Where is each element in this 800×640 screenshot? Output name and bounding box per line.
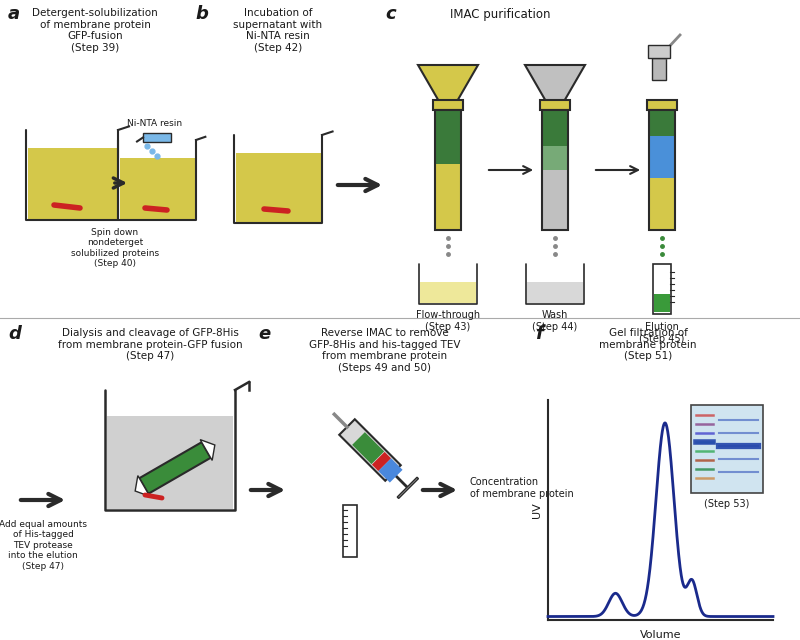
Bar xyxy=(435,110,461,164)
Bar xyxy=(649,110,675,230)
Text: f: f xyxy=(535,325,543,343)
Text: a: a xyxy=(8,5,20,23)
Text: Reverse IMAC to remove
GFP-8His and his-tagged TEV
from membrane protein
(Steps : Reverse IMAC to remove GFP-8His and his-… xyxy=(310,328,461,372)
Bar xyxy=(649,136,675,179)
Text: Incubation of
supernatant with
Ni-NTA resin
(Step 42): Incubation of supernatant with Ni-NTA re… xyxy=(234,8,322,52)
Polygon shape xyxy=(139,442,210,494)
Bar xyxy=(435,110,461,230)
Text: Add equal amounts
of His-tagged
TEV protease
into the elution
(Step 47): Add equal amounts of His-tagged TEV prot… xyxy=(0,520,87,571)
Bar xyxy=(649,179,675,230)
Bar xyxy=(648,45,670,58)
Text: Detergent-solubilization
of membrane protein
GFP-fusion
(Step 39): Detergent-solubilization of membrane pro… xyxy=(32,8,158,52)
Polygon shape xyxy=(352,432,384,464)
Bar xyxy=(647,100,677,110)
Polygon shape xyxy=(398,477,418,499)
Text: Wash
(Step 44): Wash (Step 44) xyxy=(532,310,578,332)
Text: c: c xyxy=(385,5,396,23)
Polygon shape xyxy=(135,476,150,497)
Text: Ni-NTA resin: Ni-NTA resin xyxy=(127,119,182,128)
Bar xyxy=(542,110,568,146)
Polygon shape xyxy=(418,65,478,110)
Bar xyxy=(654,294,670,312)
Bar xyxy=(527,282,583,303)
Polygon shape xyxy=(525,65,585,110)
Polygon shape xyxy=(372,452,391,471)
Polygon shape xyxy=(200,440,215,460)
Bar xyxy=(27,148,117,219)
Text: Volume: Volume xyxy=(640,630,682,640)
Text: IMAC purification: IMAC purification xyxy=(450,8,550,21)
Bar xyxy=(542,110,568,230)
Text: Dialysis and cleavage of GFP-8His
from membrane protein-GFP fusion
(Step 47): Dialysis and cleavage of GFP-8His from m… xyxy=(58,328,242,361)
Text: Concentration
of membrane protein: Concentration of membrane protein xyxy=(470,477,574,499)
Bar xyxy=(343,505,357,557)
Bar xyxy=(652,58,666,80)
Bar xyxy=(420,282,476,303)
Text: (Step 53): (Step 53) xyxy=(704,499,750,509)
Bar xyxy=(119,157,194,219)
Bar xyxy=(542,170,568,230)
Bar xyxy=(435,164,461,230)
Text: Gel filtration of
membrane protein
(Step 51): Gel filtration of membrane protein (Step… xyxy=(599,328,697,361)
Text: Spin down
nondeterget
solubilized proteins
(Step 40): Spin down nondeterget solubilized protei… xyxy=(71,228,159,268)
Bar xyxy=(433,100,463,110)
Bar xyxy=(143,133,171,142)
Bar xyxy=(542,146,568,170)
Bar xyxy=(107,417,233,509)
Text: Flow-through
(Step 43): Flow-through (Step 43) xyxy=(416,310,480,332)
Bar xyxy=(691,405,763,493)
Bar xyxy=(235,152,321,222)
Bar xyxy=(649,110,675,136)
Text: d: d xyxy=(8,325,21,343)
Text: Elution
(Step 45): Elution (Step 45) xyxy=(639,322,685,344)
Bar xyxy=(540,100,570,110)
Text: e: e xyxy=(258,325,270,343)
Bar xyxy=(653,264,671,314)
Polygon shape xyxy=(339,419,401,481)
Text: UV: UV xyxy=(532,502,542,518)
Text: b: b xyxy=(195,5,208,23)
Polygon shape xyxy=(378,458,402,483)
